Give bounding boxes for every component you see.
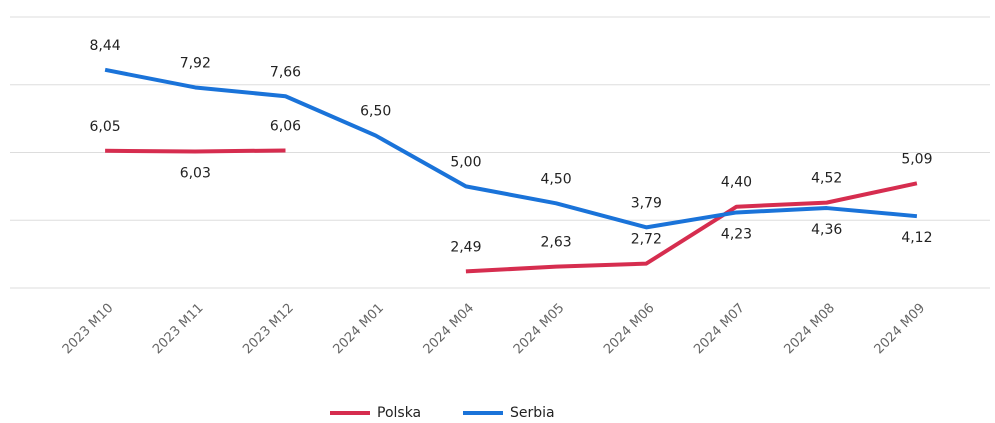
legend-label: Serbia	[510, 405, 555, 421]
x-tick-label: 2023 M10	[60, 301, 117, 358]
x-tick-label: 2024 M09	[872, 301, 929, 358]
data-label: 5,00	[450, 154, 481, 170]
x-tick-label: 2024 M08	[781, 301, 838, 358]
x-tick-label: 2024 M05	[511, 301, 568, 358]
data-label: 2,72	[631, 232, 662, 248]
x-tick-label: 2024 M04	[421, 301, 478, 358]
data-label: 7,66	[270, 64, 301, 80]
data-label: 6,50	[360, 104, 391, 120]
legend-label: Polska	[377, 405, 421, 421]
data-label: 7,92	[180, 55, 211, 71]
series-line	[104, 67, 918, 230]
data-label: 4,40	[721, 175, 752, 191]
data-label: 4,23	[721, 226, 752, 242]
data-label: 4,36	[811, 222, 842, 238]
x-tick-label: 2024 M06	[601, 301, 658, 358]
x-tick-label: 2024 M01	[330, 301, 387, 358]
data-label: 2,49	[450, 239, 481, 255]
x-tick-label: 2023 M12	[240, 301, 297, 358]
data-label: 8,44	[90, 38, 121, 54]
data-label: 3,79	[631, 195, 662, 211]
data-label: 4,50	[541, 171, 572, 187]
data-label: 4,52	[811, 171, 842, 187]
data-label: 6,06	[270, 118, 301, 134]
data-label: 6,05	[90, 119, 121, 135]
x-tick-label: 2023 M11	[150, 301, 207, 358]
data-label: 5,09	[901, 151, 932, 167]
series-line	[105, 148, 918, 274]
data-label: 4,12	[901, 230, 932, 246]
data-label: 6,03	[180, 165, 211, 181]
data-label: 2,63	[541, 235, 572, 251]
x-tick-label: 2024 M07	[691, 301, 748, 358]
